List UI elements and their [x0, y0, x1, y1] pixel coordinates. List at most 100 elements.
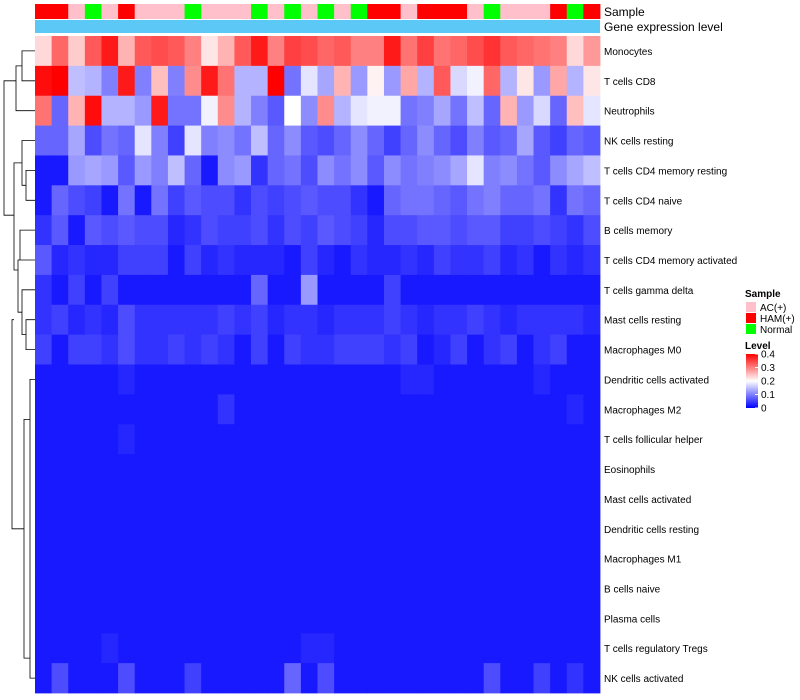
heatmap-cell — [583, 125, 601, 156]
sample-cell — [400, 4, 418, 19]
sample-cell — [334, 4, 352, 19]
heatmap-cell — [201, 304, 219, 336]
heatmap-cell — [383, 36, 401, 67]
heatmap-cell — [433, 543, 451, 574]
heatmap-cell — [267, 304, 285, 336]
sample-cell — [118, 4, 136, 19]
heatmap-cell — [118, 543, 136, 574]
heatmap-cell — [467, 65, 485, 97]
heatmap-cell — [84, 394, 102, 425]
heatmap-cell — [134, 663, 152, 694]
heatmap-cell — [251, 304, 269, 336]
heatmap-cell — [234, 185, 252, 216]
heatmap-cell — [234, 274, 252, 306]
heatmap-cell — [583, 65, 601, 97]
heatmap-cell — [433, 394, 451, 425]
heatmap-cell — [417, 95, 435, 126]
heatmap-cell — [118, 394, 136, 425]
heatmap-cell — [334, 245, 352, 276]
heatmap-cell — [184, 155, 202, 186]
heatmap-cell — [68, 543, 86, 574]
heatmap-cell — [350, 573, 368, 604]
heatmap-cell — [467, 364, 485, 395]
heatmap-cell — [68, 394, 86, 425]
heatmap-cell — [217, 155, 235, 186]
sample-cell — [583, 4, 601, 19]
heatmap-cell — [350, 36, 368, 67]
row-label: T cells CD4 memory resting — [604, 166, 727, 177]
heatmap-cell — [118, 155, 136, 186]
heatmap-cell — [35, 185, 53, 216]
heatmap-cell — [267, 245, 285, 276]
heatmap-cell — [417, 125, 435, 156]
heatmap-cell — [367, 155, 385, 186]
dendrogram-link — [29, 379, 35, 679]
heatmap-cell — [500, 454, 518, 485]
sample-legend-label: AC(+) — [760, 303, 786, 314]
heatmap-cell — [51, 274, 69, 306]
heatmap-cell — [583, 424, 601, 455]
heatmap-cell — [184, 274, 202, 306]
heatmap-cell — [317, 633, 335, 664]
heatmap-cell — [566, 663, 584, 694]
heatmap-cell — [350, 245, 368, 276]
sample-cell — [68, 4, 86, 19]
heatmap-cell — [334, 65, 352, 97]
heatmap-cell — [51, 543, 69, 574]
heatmap-cell — [184, 513, 202, 545]
heatmap-cell — [317, 65, 335, 97]
heatmap-cell — [383, 334, 401, 365]
level-tick-label: 0 — [761, 404, 767, 415]
heatmap-cell — [167, 573, 185, 604]
heatmap-cell — [450, 633, 468, 664]
heatmap-cell — [433, 304, 451, 336]
heatmap-cell — [516, 36, 534, 67]
heatmap-cell — [350, 663, 368, 694]
heatmap-cell — [433, 95, 451, 126]
heatmap-cell — [251, 603, 269, 634]
heatmap-cell — [516, 185, 534, 216]
heatmap-cell — [84, 454, 102, 485]
heatmap-cell — [101, 364, 119, 395]
heatmap-cell — [251, 513, 269, 545]
heatmap-cell — [433, 573, 451, 604]
heatmap-cell — [367, 125, 385, 156]
heatmap-cell — [383, 543, 401, 574]
heatmap-cell — [383, 125, 401, 156]
heatmap-cell — [467, 245, 485, 276]
heatmap-cell — [51, 513, 69, 545]
heatmap-cell — [284, 125, 302, 156]
heatmap-cell — [516, 364, 534, 395]
heatmap-cell — [350, 304, 368, 336]
sample-cell — [217, 4, 235, 19]
heatmap-cell — [516, 304, 534, 336]
heatmap-cell — [201, 424, 219, 455]
heatmap-cell — [566, 513, 584, 545]
heatmap-cell — [367, 543, 385, 574]
heatmap-cell — [118, 245, 136, 276]
heatmap-cell — [383, 364, 401, 395]
heatmap-cell — [334, 633, 352, 664]
heatmap-cell — [417, 334, 435, 365]
heatmap-cell — [367, 513, 385, 545]
heatmap-cell — [533, 125, 551, 156]
heatmap-cell — [84, 95, 102, 126]
row-label: T cells regulatory Tregs — [604, 644, 708, 655]
heatmap-cell — [184, 394, 202, 425]
heatmap-cell — [367, 36, 385, 67]
heatmap-cell — [151, 274, 169, 306]
heatmap-cell — [284, 185, 302, 216]
sample-cell — [516, 4, 534, 19]
heatmap-cell — [583, 633, 601, 664]
heatmap-cell — [118, 185, 136, 216]
heatmap-cell — [350, 274, 368, 306]
heatmap-cell — [450, 245, 468, 276]
heatmap-cell — [151, 633, 169, 664]
dendrogram-link — [11, 319, 24, 530]
dendrogram-link — [21, 140, 35, 186]
heatmap-cell — [400, 543, 418, 574]
heatmap-cell — [467, 334, 485, 365]
heatmap-cell — [184, 36, 202, 67]
heatmap-cell — [583, 155, 601, 186]
heatmap-cell — [201, 663, 219, 694]
